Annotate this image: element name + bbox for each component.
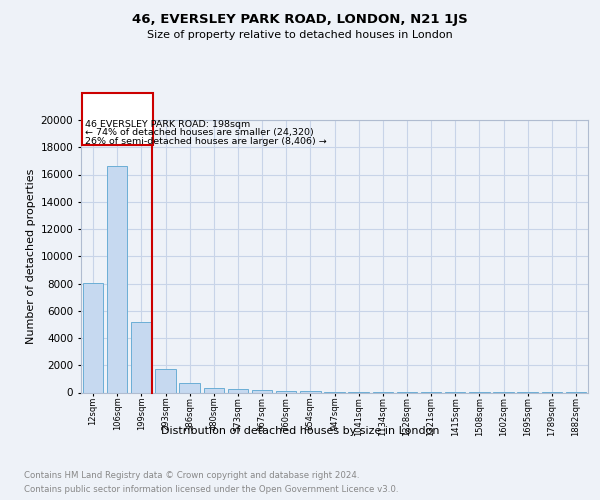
- Bar: [252, 390, 272, 392]
- Bar: [82, 93, 153, 144]
- Bar: [276, 391, 296, 392]
- Bar: [83, 283, 103, 393]
- Y-axis label: Number of detached properties: Number of detached properties: [26, 168, 37, 344]
- Bar: [227, 390, 248, 392]
- Bar: [107, 166, 127, 392]
- Text: 46, EVERSLEY PARK ROAD, LONDON, N21 1JS: 46, EVERSLEY PARK ROAD, LONDON, N21 1JS: [132, 12, 468, 26]
- Text: Distribution of detached houses by size in London: Distribution of detached houses by size …: [161, 426, 439, 436]
- Text: ← 74% of detached houses are smaller (24,320): ← 74% of detached houses are smaller (24…: [85, 128, 313, 138]
- Text: 26% of semi-detached houses are larger (8,406) →: 26% of semi-detached houses are larger (…: [85, 138, 326, 146]
- Text: Contains HM Land Registry data © Crown copyright and database right 2024.: Contains HM Land Registry data © Crown c…: [24, 471, 359, 480]
- Bar: [131, 322, 152, 392]
- Bar: [203, 388, 224, 392]
- Bar: [155, 368, 176, 392]
- Text: Contains public sector information licensed under the Open Government Licence v3: Contains public sector information licen…: [24, 485, 398, 494]
- Bar: [179, 383, 200, 392]
- Text: 46 EVERSLEY PARK ROAD: 198sqm: 46 EVERSLEY PARK ROAD: 198sqm: [85, 120, 250, 130]
- Text: Size of property relative to detached houses in London: Size of property relative to detached ho…: [147, 30, 453, 40]
